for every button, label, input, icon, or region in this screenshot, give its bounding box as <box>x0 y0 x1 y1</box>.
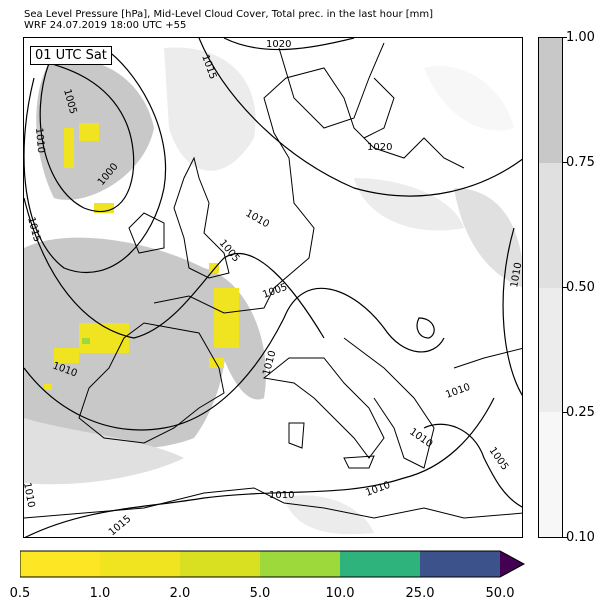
colorbar-tick-label: 5.0 <box>249 586 271 601</box>
colorbar-segment <box>539 287 562 413</box>
black-sea-coast <box>453 347 522 369</box>
isobar-label: 1015 <box>107 514 134 538</box>
chart-title-line1: Sea Level Pressure [hPa], Mid-Level Clou… <box>24 9 434 20</box>
colorbar-tick-label: 0.5 <box>9 586 31 601</box>
isobar-line <box>423 423 522 508</box>
isobar-layer <box>24 38 522 537</box>
precip-cell <box>54 348 79 363</box>
colorbar-tick-label: 0.10 <box>566 530 595 545</box>
isobar-label: 1010 <box>33 127 46 153</box>
isobar-label: 1010 <box>244 208 272 230</box>
sardinia-coast <box>288 422 305 449</box>
isobar-line <box>24 287 445 431</box>
colorbar-tick-label: 0.50 <box>566 280 595 295</box>
balkan-coast <box>343 337 435 469</box>
colorbar-segment <box>539 412 562 537</box>
cloud-area <box>354 178 464 231</box>
ireland-coast <box>128 212 165 254</box>
chart-title-line2: WRF 24.07.2019 18:00 UTC +55 <box>24 20 187 31</box>
colorbar-tick-label: 10.0 <box>325 586 355 601</box>
isobar-label: 1010 <box>24 482 36 509</box>
isobar-label: 1010 <box>407 426 434 450</box>
map-canvas: 1020 1015 1005 1010 1000 1015 1010 1005 … <box>24 38 523 538</box>
isobar-line <box>24 397 495 537</box>
precip-cell <box>44 384 52 390</box>
isobar-label: 1010 <box>444 382 472 401</box>
italy-coast <box>262 357 385 459</box>
isobar-line <box>416 317 435 339</box>
precip-cell <box>94 203 114 213</box>
isobar-label: 1010 <box>509 262 523 289</box>
colorbar-tick-mark <box>563 37 567 38</box>
isobar-line <box>198 38 522 197</box>
colorbar-segment <box>100 551 180 577</box>
cloud-area <box>284 495 374 535</box>
cloud-cover-colorbar <box>538 37 563 538</box>
colorbar-segment <box>539 38 562 163</box>
colorbar-tick-label: 0.75 <box>566 155 595 170</box>
colorbar-segment <box>260 551 340 577</box>
colorbar-segment <box>20 551 100 577</box>
colorbar-extend-arrow <box>500 551 524 577</box>
colorbar-tick-mark <box>563 537 567 538</box>
colorbar-tick-label: 25.0 <box>405 586 435 601</box>
precip-cell <box>214 288 239 348</box>
isobar-label: 1020 <box>367 142 392 153</box>
forecast-time-label: 01 UTC Sat <box>30 46 112 65</box>
baltic-coast <box>363 77 395 139</box>
isobar-line <box>24 47 167 274</box>
colorbar-tick-mark <box>563 412 567 413</box>
isobar-label: 1020 <box>266 39 291 50</box>
colorbar-segment <box>539 162 562 288</box>
isobar-label: 1005 <box>261 282 289 301</box>
precip-colorbar <box>20 550 526 578</box>
iberia-coast <box>78 322 225 444</box>
precip-cell <box>64 128 74 168</box>
sicily-coast <box>343 455 375 469</box>
isobar-label: 1010 <box>364 480 392 499</box>
weather-map: 1020 1015 1005 1010 1000 1015 1010 1005 … <box>23 37 523 538</box>
precip-cell <box>209 263 219 273</box>
isobar-label: 1005 <box>217 238 242 265</box>
cloud-area <box>24 418 184 485</box>
north-africa-coast <box>24 487 522 519</box>
colorbar-segment <box>340 551 420 577</box>
colorbar-tick-mark <box>563 162 567 163</box>
precip-cell <box>82 338 90 344</box>
colorbar-tick-label: 0.25 <box>566 405 595 420</box>
great-britain-coast <box>173 156 230 279</box>
isobar-line <box>223 38 355 51</box>
precip-cell <box>79 123 99 141</box>
colorbar-tick-label: 2.0 <box>169 586 191 601</box>
coastline-layer <box>24 42 522 519</box>
isobar-line <box>502 227 522 396</box>
cloud-area <box>424 66 514 131</box>
colorbar-segment <box>420 551 500 577</box>
colorbar-tick-mark <box>563 287 567 288</box>
cloud-area <box>164 47 256 171</box>
isobar-line <box>24 197 325 339</box>
isobar-label: 1005 <box>487 445 511 472</box>
colorbar-outline <box>20 550 526 578</box>
isobar-line <box>39 62 135 213</box>
cloud-area <box>454 188 522 288</box>
colorbar-tick-label: 1.00 <box>566 30 595 45</box>
colorbar-tick-label: 1.0 <box>89 586 111 601</box>
continental-coast <box>153 67 465 314</box>
colorbar-segment <box>180 551 260 577</box>
scandinavia-coast <box>278 42 385 129</box>
colorbar-tick-label: 50.0 <box>485 586 515 601</box>
isobar-label: 1010 <box>269 490 294 501</box>
isobar-label: 1015 <box>25 216 42 243</box>
